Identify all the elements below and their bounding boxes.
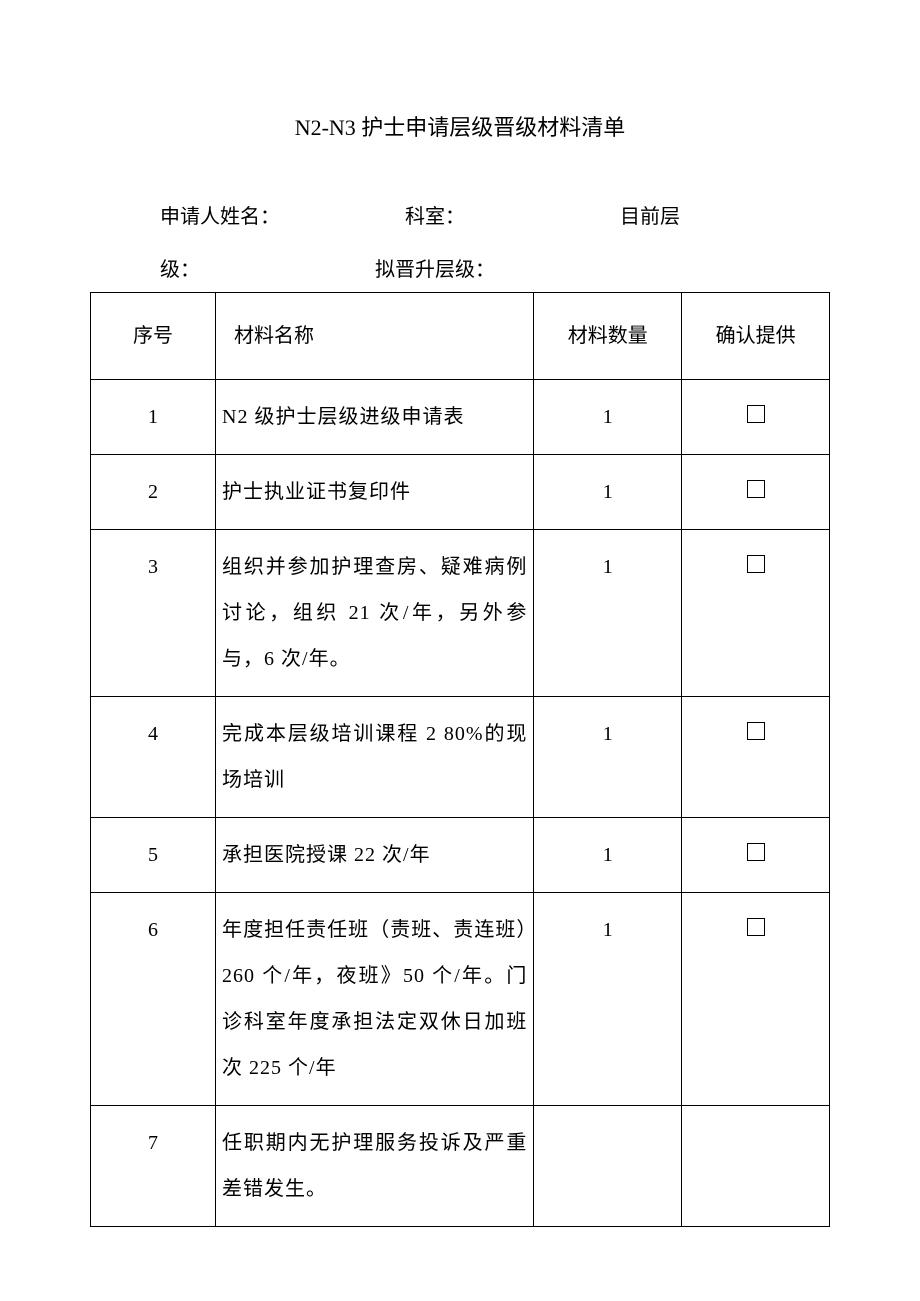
cell-seq: 2 bbox=[91, 455, 216, 530]
applicant-name-label: 申请人姓名： bbox=[160, 192, 400, 242]
level-suffix-label: 级： bbox=[160, 248, 370, 292]
checkbox-icon[interactable] bbox=[747, 722, 765, 740]
cell-seq: 6 bbox=[91, 893, 216, 1106]
cell-seq: 3 bbox=[91, 530, 216, 697]
cell-name: 完成本层级培训课程 2 80%的现场培训 bbox=[216, 697, 534, 818]
cell-qty: 1 bbox=[534, 380, 682, 455]
applicant-info-line-2: 级： 拟晋升层级： bbox=[90, 248, 830, 292]
table-row: 6 年度担任责任班（责班、责连班）260 个/年，夜班》50 个/年。门诊科室年… bbox=[91, 893, 830, 1106]
table-row: 7 任职期内无护理服务投诉及严重差错发生。 bbox=[91, 1106, 830, 1227]
table-row: 2护士执业证书复印件1 bbox=[91, 455, 830, 530]
cell-seq: 7 bbox=[91, 1106, 216, 1227]
cell-name: 承担医院授课 22 次/年 bbox=[216, 818, 534, 893]
cell-name: 组织并参加护理查房、疑难病例讨论，组织 21 次/年，另外参与，6 次/年。 bbox=[216, 530, 534, 697]
cell-qty bbox=[534, 1106, 682, 1227]
cell-confirm bbox=[682, 697, 830, 818]
cell-qty: 1 bbox=[534, 455, 682, 530]
header-name: 材料名称 bbox=[216, 293, 534, 380]
cell-seq: 1 bbox=[91, 380, 216, 455]
cell-confirm bbox=[682, 893, 830, 1106]
cell-qty: 1 bbox=[534, 818, 682, 893]
table-row: 5承担医院授课 22 次/年1 bbox=[91, 818, 830, 893]
proposed-level-label: 拟晋升层级： bbox=[375, 259, 495, 281]
header-confirm: 确认提供 bbox=[682, 293, 830, 380]
applicant-info-line-1: 申请人姓名： 科室： 目前层 bbox=[90, 192, 830, 242]
cell-confirm bbox=[682, 1106, 830, 1227]
department-label: 科室： bbox=[405, 192, 615, 242]
cell-confirm bbox=[682, 455, 830, 530]
cell-seq: 4 bbox=[91, 697, 216, 818]
current-level-label: 目前层 bbox=[620, 192, 680, 242]
table-row: 1N2 级护士层级进级申请表1 bbox=[91, 380, 830, 455]
cell-name: 护士执业证书复印件 bbox=[216, 455, 534, 530]
checkbox-icon[interactable] bbox=[747, 843, 765, 861]
checkbox-icon[interactable] bbox=[747, 918, 765, 936]
table-row: 4完成本层级培训课程 2 80%的现场培训1 bbox=[91, 697, 830, 818]
cell-confirm bbox=[682, 530, 830, 697]
cell-confirm bbox=[682, 380, 830, 455]
cell-qty: 1 bbox=[534, 893, 682, 1106]
cell-name: N2 级护士层级进级申请表 bbox=[216, 380, 534, 455]
cell-qty: 1 bbox=[534, 697, 682, 818]
cell-name: 年度担任责任班（责班、责连班）260 个/年，夜班》50 个/年。门诊科室年度承… bbox=[216, 893, 534, 1106]
document-title: N2-N3 护士申请层级晋级材料清单 bbox=[90, 110, 830, 142]
header-seq: 序号 bbox=[91, 293, 216, 380]
cell-name: 任职期内无护理服务投诉及严重差错发生。 bbox=[216, 1106, 534, 1227]
header-qty: 材料数量 bbox=[534, 293, 682, 380]
cell-confirm bbox=[682, 818, 830, 893]
materials-table: 序号 材料名称 材料数量 确认提供 1N2 级护士层级进级申请表12护士执业证书… bbox=[90, 292, 830, 1227]
checkbox-icon[interactable] bbox=[747, 405, 765, 423]
cell-qty: 1 bbox=[534, 530, 682, 697]
checkbox-icon[interactable] bbox=[747, 480, 765, 498]
table-row: 3 组织并参加护理查房、疑难病例讨论，组织 21 次/年，另外参与，6 次/年。… bbox=[91, 530, 830, 697]
table-header-row: 序号 材料名称 材料数量 确认提供 bbox=[91, 293, 830, 380]
checkbox-icon[interactable] bbox=[747, 555, 765, 573]
cell-seq: 5 bbox=[91, 818, 216, 893]
